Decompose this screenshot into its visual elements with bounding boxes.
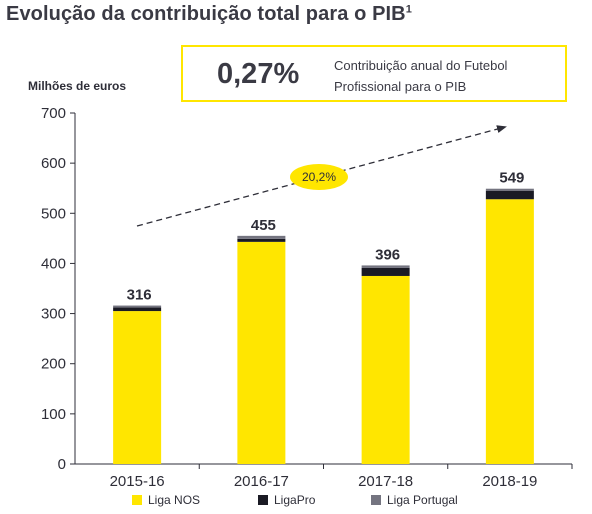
bar-total-label: 316 [127,287,152,304]
y-tick-label: 200 [41,356,66,373]
bar-segment [113,311,162,464]
bar-segment [237,238,286,242]
legend-swatch [258,495,268,505]
legend-swatch [132,495,142,505]
bar-total-label: 549 [499,170,524,187]
legend: Liga NOS LigaPro Liga Portugal [0,493,592,511]
bar-segment [361,275,410,464]
bar-segment [485,199,534,464]
legend-label: Liga Portugal [387,493,458,507]
gdp-callout-box: 0,27% Contribuição anual do Futebol Prof… [181,45,567,102]
chart-title: Evolução da contribuição total para o PI… [6,3,412,25]
y-axis-label: Milhões de euros [28,79,127,93]
bar-segment [237,241,286,464]
y-tick-label: 600 [41,155,66,172]
legend-swatch [371,495,381,505]
x-axis: 2015-16 2016-17 2017-18 2018-19 [75,463,573,490]
legend-item: LigaPro [258,493,315,507]
y-tick-label: 0 [58,456,66,473]
bar-segment [113,307,162,312]
legend-label: LigaPro [274,493,316,507]
bar-segment [485,188,534,191]
x-tick-label: 2018-19 [482,473,537,490]
y-axis: 0 100 200 300 400 500 600 700 [41,105,76,473]
bars: 316 455 396 549 [113,170,534,464]
growth-label: 20,2% [302,170,336,184]
y-tick-label: 500 [41,205,66,222]
y-tick-label: 300 [41,306,66,323]
bar-segment [361,267,410,276]
bar-segment [237,235,286,239]
legend-item: Liga Portugal [371,493,458,507]
x-tick-label: 2017-18 [358,473,413,490]
legend-label: Liga NOS [148,493,201,507]
callout-description: Contribuição anual do Futebol Profission… [334,55,564,97]
bar-segment [113,305,162,308]
y-tick-label: 700 [41,105,66,122]
callout-description-line-1: Contribuição anual do Futebol [334,58,508,73]
title-superscript: 1 [405,3,412,16]
bar-total-label: 396 [375,246,400,263]
legend-item: Liga NOS [132,493,200,507]
callout-value: 0,27% [217,58,300,90]
growth-trend: 20,2% [136,125,507,227]
y-tick-label: 400 [41,255,66,272]
bar-segment [485,190,534,200]
bar-total-label: 455 [251,217,276,234]
y-tick-label: 100 [41,406,66,423]
x-tick-label: 2016-17 [234,473,289,490]
x-tick-label: 2015-16 [110,473,165,490]
callout-description-line-2: Profissional para o PIB [334,79,467,94]
growth-badge [290,164,348,190]
bar-segment [361,265,410,268]
